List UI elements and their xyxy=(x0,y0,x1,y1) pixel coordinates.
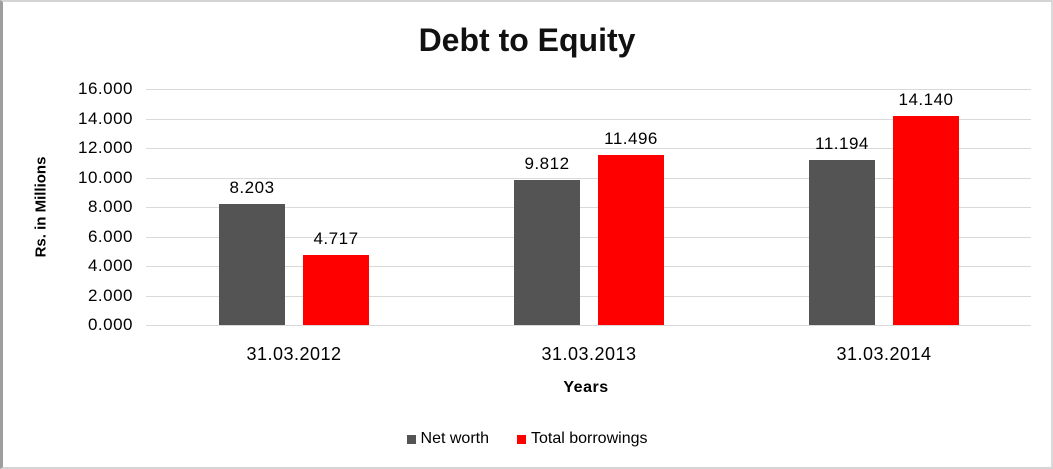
x-category-label: 31.03.2013 xyxy=(541,344,637,364)
x-axis-title: Years xyxy=(563,379,609,396)
gridline xyxy=(146,207,1031,208)
legend-marker-icon xyxy=(516,434,526,444)
legend-marker-icon xyxy=(406,434,416,444)
data-label: 11.194 xyxy=(815,134,869,153)
x-category-label: 31.03.2014 xyxy=(836,344,932,364)
bar-borrowings xyxy=(893,116,959,325)
data-label: 4.717 xyxy=(313,229,359,248)
bar-networth xyxy=(514,180,580,325)
gridline xyxy=(146,148,1031,149)
gridline xyxy=(146,119,1031,120)
y-tick-label: 8.000 xyxy=(87,197,133,216)
chart-title: Debt to Equity xyxy=(418,22,636,58)
gridline xyxy=(146,89,1031,90)
data-label: 8.203 xyxy=(229,178,275,197)
legend: Net worth Total borrowings xyxy=(3,430,1051,448)
legend-label: Total borrowings xyxy=(530,430,648,447)
legend-item: Total borrowings xyxy=(516,430,648,448)
y-tick-label: 4.000 xyxy=(87,256,133,275)
y-tick-label: 2.000 xyxy=(87,286,133,305)
legend-item: Net worth xyxy=(406,430,489,448)
y-tick-label: 6.000 xyxy=(87,227,133,246)
gridline xyxy=(146,266,1031,267)
legend-label: Net worth xyxy=(420,430,489,447)
bar-borrowings xyxy=(303,255,369,325)
y-tick-label: 12.000 xyxy=(78,138,133,157)
y-tick-label: 16.000 xyxy=(78,79,133,98)
y-tick-label: 0.000 xyxy=(87,315,133,334)
gridline xyxy=(146,178,1031,179)
y-tick-label: 10.000 xyxy=(78,168,133,187)
bar-borrowings xyxy=(598,155,664,325)
gridline xyxy=(146,325,1031,326)
data-label: 11.496 xyxy=(604,129,658,148)
y-tick-label: 14.000 xyxy=(78,109,133,128)
data-label: 9.812 xyxy=(524,154,570,173)
gridline xyxy=(146,296,1031,297)
bar-networth xyxy=(809,160,875,325)
bar-networth xyxy=(219,204,285,325)
plot-area: 8.203 4.717 9.812 11.496 11.194 14.140 xyxy=(146,89,1031,326)
data-label: 14.140 xyxy=(898,90,954,109)
gridline xyxy=(146,237,1031,238)
x-category-label: 31.03.2012 xyxy=(246,344,342,364)
